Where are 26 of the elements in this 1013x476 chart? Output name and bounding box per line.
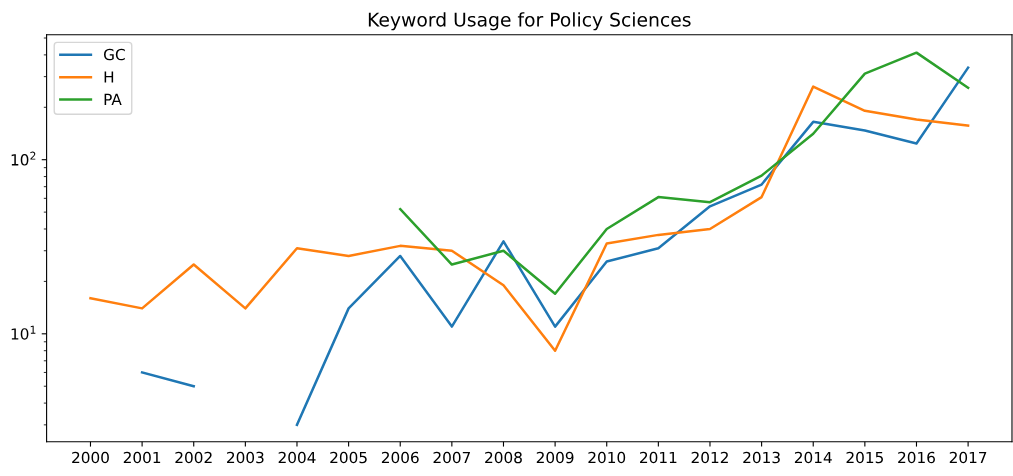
chart-title: Keyword Usage for Policy Sciences bbox=[368, 12, 691, 31]
x-tick-label: 2003 bbox=[227, 451, 264, 464]
x-tick-label: 2006 bbox=[381, 451, 419, 464]
x-tick-label: 2010 bbox=[588, 451, 626, 464]
line-series bbox=[89, 85, 970, 352]
x-tick-label: 2013 bbox=[743, 451, 780, 464]
x-tick-label: 2001 bbox=[123, 451, 161, 464]
x-tick-label: 2015 bbox=[846, 451, 883, 464]
x-tick-label: 2004 bbox=[278, 451, 316, 464]
y-tick-label: 10$^{2}$ bbox=[11, 151, 36, 166]
x-tick-label: 2014 bbox=[794, 451, 832, 464]
x-tick-label: 2009 bbox=[536, 451, 574, 464]
x-tick-label: 2007 bbox=[433, 451, 470, 464]
legend-label: H bbox=[104, 71, 114, 83]
x-tick-label: 2008 bbox=[485, 451, 522, 464]
x-tick-label: 2002 bbox=[175, 451, 212, 464]
x-tick-label: 2012 bbox=[691, 451, 728, 464]
y-tick-label: 10$^{1}$ bbox=[11, 325, 36, 340]
x-tick-label: 2005 bbox=[330, 451, 367, 464]
legend-label: GC bbox=[103, 48, 125, 61]
x-tick-label: 2011 bbox=[640, 451, 677, 464]
x-tick-label: 2016 bbox=[898, 451, 935, 464]
line-series bbox=[398, 51, 970, 295]
x-tick-label: 2000 bbox=[72, 451, 109, 464]
x-tick-label: 2017 bbox=[949, 451, 987, 464]
legend-label: PA bbox=[104, 93, 122, 105]
